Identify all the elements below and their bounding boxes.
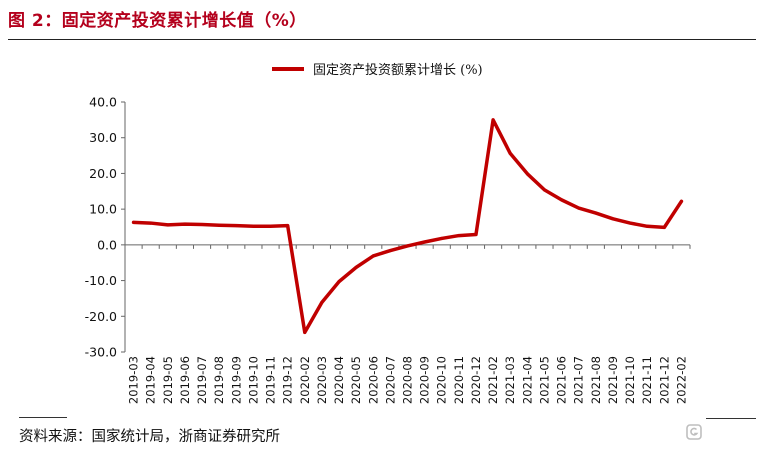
data-point: [508, 151, 512, 155]
title-divider: [8, 39, 756, 40]
x-tick-label: 2020-06: [366, 356, 380, 404]
data-point: [457, 234, 461, 238]
source-divider-left: [19, 417, 67, 418]
data-point: [166, 223, 170, 227]
x-tick-label: 2021-11: [640, 356, 654, 404]
data-point: [594, 211, 598, 215]
x-tick-label: 2021-07: [572, 356, 586, 404]
watermark-logo-icon: [686, 424, 702, 440]
x-tick-label: 2020-09: [418, 356, 432, 404]
source-divider-right: [706, 418, 756, 419]
watermark: [686, 424, 702, 440]
data-point: [183, 222, 187, 226]
data-point: [440, 236, 444, 240]
x-tick-label: 2020-10: [435, 356, 449, 404]
data-point: [388, 249, 392, 253]
data-point: [132, 220, 136, 224]
data-point: [251, 224, 255, 228]
y-tick-label: 10.0: [89, 202, 117, 217]
x-tick-label: 2020-07: [383, 356, 397, 404]
data-point: [491, 118, 495, 122]
data-point: [542, 188, 546, 192]
x-tick-label: 2021-10: [623, 356, 637, 404]
data-point: [577, 206, 581, 210]
source-note: 资料来源：国家统计局，浙商证券研究所: [19, 429, 280, 445]
data-point: [679, 199, 683, 203]
x-tick-label: 2020-08: [401, 356, 415, 404]
data-point: [149, 221, 153, 225]
y-tick-label: -20.0: [85, 309, 117, 324]
x-tick-label: 2019-08: [212, 356, 226, 404]
x-tick-label: 2019-07: [195, 356, 209, 404]
x-tick-label: 2021-04: [520, 356, 534, 404]
x-tick-label: 2020-11: [452, 356, 466, 404]
y-tick-label: -30.0: [85, 345, 117, 360]
x-tick-label: 2021-09: [606, 356, 620, 404]
data-point: [303, 330, 307, 334]
x-tick-label: 2019-11: [264, 356, 278, 404]
x-tick-label: 2021-12: [657, 356, 671, 404]
x-tick-label: 2019-05: [161, 356, 175, 404]
x-tick-label: 2019-09: [229, 356, 243, 404]
data-point: [234, 224, 238, 228]
data-point: [611, 217, 615, 221]
legend-label: 固定资产投资额累计增长 (%): [313, 62, 483, 78]
data-point: [200, 223, 204, 226]
x-tick-label: 2022-02: [674, 356, 688, 404]
data-point: [217, 223, 221, 227]
data-point: [354, 265, 358, 269]
y-tick-label: 20.0: [89, 166, 117, 181]
x-tick-label: 2019-10: [246, 356, 260, 404]
x-tick-label: 2021-08: [589, 356, 603, 404]
x-tick-label: 2020-05: [349, 356, 363, 404]
data-point: [337, 280, 341, 284]
x-tick-label: 2020-04: [332, 356, 346, 404]
y-tick-label: -10.0: [85, 273, 117, 288]
y-tick-label: 40.0: [89, 95, 117, 110]
x-tick-label: 2021-05: [537, 356, 551, 404]
x-tick-label: 2020-02: [298, 356, 312, 404]
y-tick-label: 0.0: [97, 237, 117, 252]
figure-title: 图 2：固定资产投资累计增长值（%）: [8, 11, 307, 31]
data-point: [628, 221, 632, 225]
x-tick-label: 2019-06: [178, 356, 192, 404]
data-point: [645, 224, 649, 228]
data-point: [525, 172, 529, 176]
x-tick-label: 2021-03: [503, 356, 517, 404]
data-point: [406, 244, 409, 248]
data-point: [320, 300, 324, 304]
data-point: [662, 225, 666, 229]
x-tick-label: 2020-03: [315, 356, 329, 404]
data-point: [286, 224, 290, 228]
x-tick-label: 2019-03: [127, 356, 141, 404]
series-line: [131, 118, 684, 335]
data-point: [269, 224, 273, 228]
x-tick-label: 2020-12: [469, 356, 483, 404]
data-point: [423, 240, 427, 244]
data-point: [371, 254, 375, 258]
x-tick-label: 2019-12: [281, 356, 295, 404]
y-tick-label: 30.0: [89, 130, 117, 145]
data-point: [560, 198, 564, 202]
x-tick-label: 2019-04: [144, 356, 158, 404]
x-tick-label: 2021-02: [486, 356, 500, 404]
x-tick-label: 2021-06: [555, 356, 569, 404]
data-point: [474, 233, 478, 236]
